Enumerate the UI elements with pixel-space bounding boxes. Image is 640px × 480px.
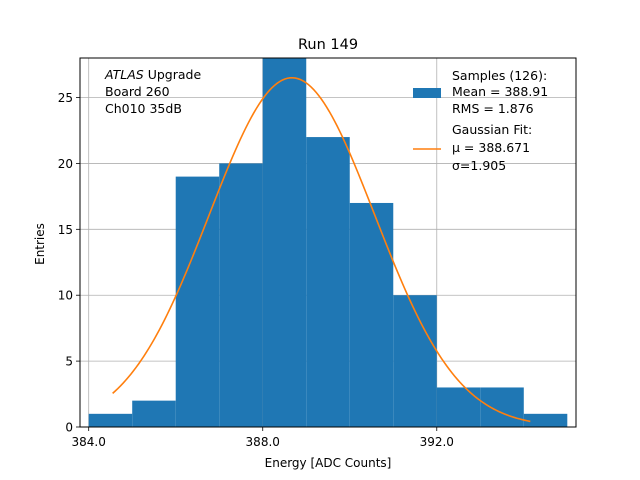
legend-fit-mu: μ = 388.671 (452, 140, 530, 155)
histogram-bars (88, 58, 568, 428)
annotation-line-3: Ch010 35dB (105, 101, 182, 116)
chart-title: Run 149 (298, 37, 358, 53)
x-tick-label: 388.0 (246, 435, 280, 449)
legend-fit-title: Gaussian Fit: (452, 122, 532, 137)
histogram-bar (219, 163, 263, 427)
legend-samples-mean: Mean = 388.91 (452, 84, 548, 99)
atlas-annotation: ATLAS Upgrade Board 260 Ch010 35dB (104, 67, 201, 116)
histogram-bar (480, 387, 524, 427)
x-axis-label: Energy [ADC Counts] (265, 456, 392, 470)
legend-samples-rms: RMS = 1.876 (452, 101, 534, 116)
y-axis-label: Entries (33, 223, 47, 265)
x-tick-label: 392.0 (420, 435, 454, 449)
y-tick-label: 5 (65, 355, 73, 369)
histogram-bar (436, 387, 481, 427)
annotation-line-2: Board 260 (105, 84, 170, 99)
gaussian-fit-line (112, 76, 531, 423)
gaussian-fit-curve (112, 76, 531, 423)
histogram-bar (306, 137, 350, 428)
legend-samples-title: Samples (126): (452, 68, 547, 83)
annotation-upgrade: Upgrade (144, 67, 202, 82)
y-tick-label: 20 (58, 157, 73, 171)
histogram-bar (262, 58, 307, 427)
histogram-bar (523, 413, 568, 427)
y-tick-label: 15 (58, 223, 73, 237)
y-tick-label: 25 (58, 91, 73, 105)
annotation-atlas: ATLAS (104, 67, 144, 82)
x-tick-label: 384.0 (72, 435, 106, 449)
histogram-bar (349, 202, 394, 427)
histogram-bar (393, 295, 437, 427)
histogram-bar (132, 400, 176, 427)
histogram-bar (175, 176, 220, 427)
legend: Samples (126): Mean = 388.91 RMS = 1.876… (413, 68, 548, 173)
annotation-line-1: ATLAS Upgrade (104, 67, 201, 82)
legend-samples-swatch (413, 88, 441, 98)
histogram-bar (88, 413, 133, 427)
y-tick-label: 10 (58, 289, 73, 303)
y-tick-label: 0 (65, 421, 73, 435)
legend-fit-sigma: σ=1.905 (452, 158, 506, 173)
axis-ticks: 384.0 388.0 392.0 0 5 10 15 20 25 (58, 91, 454, 449)
plot-frame (79, 57, 577, 428)
